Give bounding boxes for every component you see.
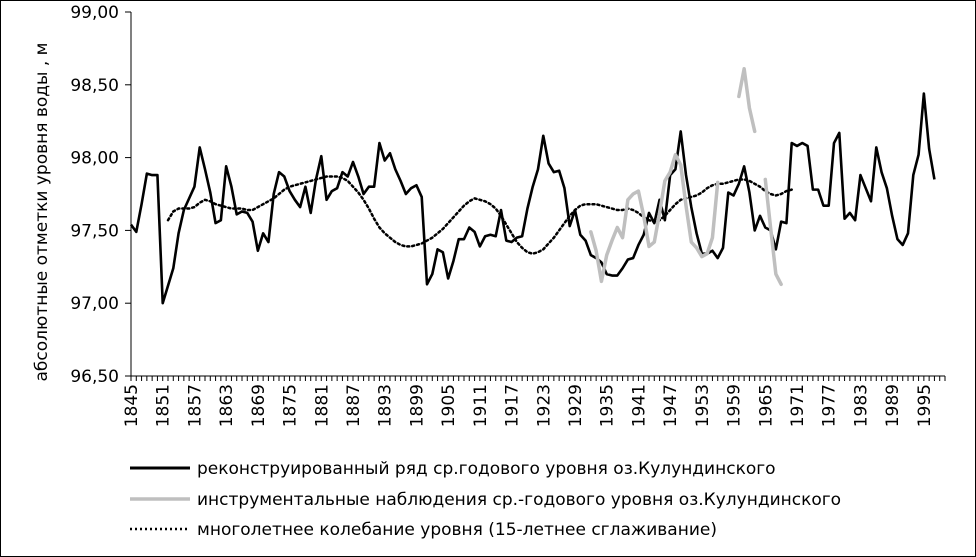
x-tick-label: 1947 — [661, 384, 681, 427]
x-tick-label: 1959 — [725, 384, 745, 427]
x-tick-label: 1935 — [598, 384, 618, 427]
x-tick-label: 1983 — [851, 384, 871, 427]
y-tick-label: 98,00 — [70, 149, 119, 169]
y-tick-label: 97,00 — [70, 294, 119, 314]
x-tick-label: 1845 — [122, 384, 142, 427]
series-line-instrumental — [763, 177, 783, 287]
axes: 96,50 97,00 97,50 98,00 98,50 99,00 1845 1851 18… — [70, 3, 946, 427]
x-tick-label: 1899 — [407, 384, 427, 427]
legend-label-smoothed: многолетнее колебание уровня (15-летнее … — [197, 520, 717, 540]
y-axis-title: абсолютные отметки уровня воды , м — [32, 43, 52, 382]
x-tick-label: 1953 — [693, 384, 713, 427]
legend-label-reconstructed: реконструированный ряд ср.годового уровн… — [197, 459, 776, 479]
series-layer — [129, 67, 936, 305]
series-line-instrumental — [737, 67, 757, 134]
series-line-reconstructed — [129, 92, 936, 305]
x-tick-label: 1917 — [503, 384, 523, 427]
legend-label-instrumental: инструментальные наблюдения ср.-годового… — [197, 490, 841, 510]
x-tick-label: 1941 — [629, 384, 649, 427]
y-tick-label: 98,50 — [70, 76, 119, 96]
x-tick-label: 1911 — [471, 384, 491, 427]
x-tick-label: 1851 — [154, 384, 174, 427]
x-tick-label: 1971 — [788, 384, 808, 427]
series-line-instrumental — [589, 152, 720, 284]
x-tick-label: 1923 — [534, 384, 554, 427]
x-tick-label: 1905 — [439, 384, 459, 427]
x-tick-label: 1881 — [312, 384, 332, 427]
x-tick-label: 1977 — [820, 384, 840, 427]
x-tick-label: 1893 — [376, 384, 396, 427]
x-tick-label: 1863 — [217, 384, 237, 427]
x-tick-label: 1929 — [566, 384, 586, 427]
x-tick-label: 1989 — [883, 384, 903, 427]
y-tick-label: 97,50 — [70, 221, 119, 241]
legend: реконструированный ряд ср.годового уровн… — [130, 459, 841, 540]
x-tick-label: 1875 — [281, 384, 301, 427]
x-tick-label: 1869 — [249, 384, 269, 427]
x-tick-label: 1887 — [344, 384, 364, 427]
x-tick-label: 1857 — [185, 384, 205, 427]
x-tick-label: 1965 — [756, 384, 776, 427]
y-tick-label: 96,50 — [70, 367, 119, 387]
y-tick-label: 99,00 — [70, 3, 119, 23]
x-tick-label: 1995 — [915, 384, 935, 427]
